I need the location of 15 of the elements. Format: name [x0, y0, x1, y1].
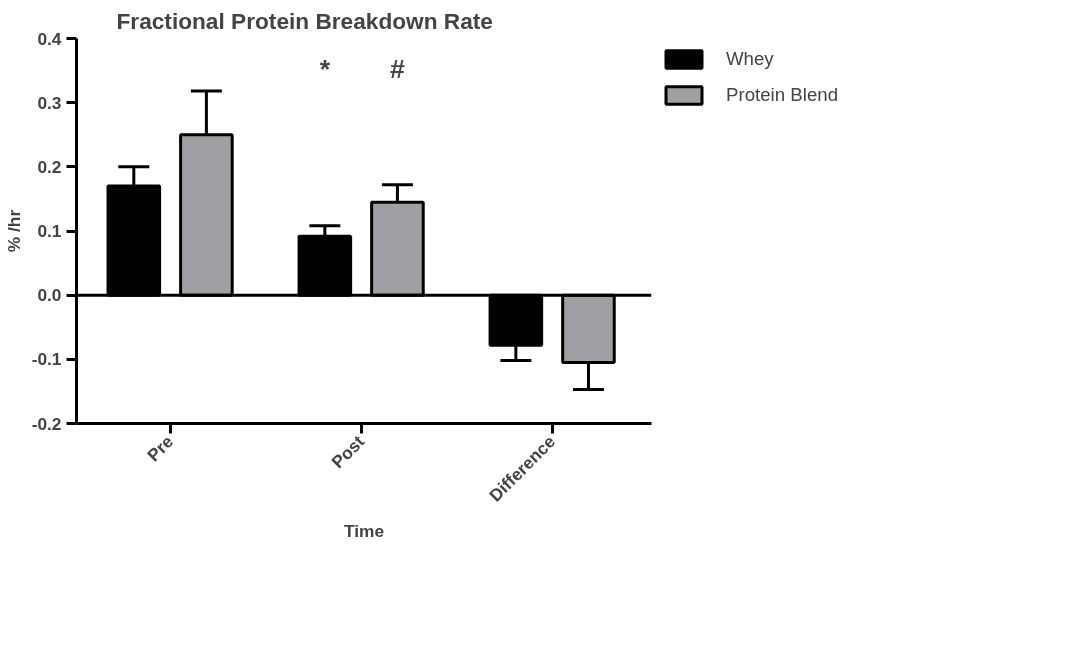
y-tick-label: 0.4 [37, 28, 62, 49]
x-axis-title: Time [343, 520, 385, 541]
y-tick-label: -0.2 [31, 413, 62, 434]
annotation: * [319, 53, 331, 84]
legend-label: Whey [726, 48, 774, 70]
x-tick-label: Pre [143, 431, 178, 466]
chart-title: Fractional Protein Breakdown Rate [116, 7, 493, 34]
y-tick-label: -0.1 [31, 349, 62, 370]
legend-label: Protein Blend [726, 84, 839, 106]
annotation: # [390, 53, 406, 84]
y-tick-label: 0.0 [37, 285, 62, 306]
y-axis-title: % /hr [3, 209, 24, 253]
y-tick-label: 0.1 [37, 221, 62, 241]
y-tick-label: 0.3 [37, 92, 62, 113]
y-tick-label: 0.2 [37, 156, 62, 177]
